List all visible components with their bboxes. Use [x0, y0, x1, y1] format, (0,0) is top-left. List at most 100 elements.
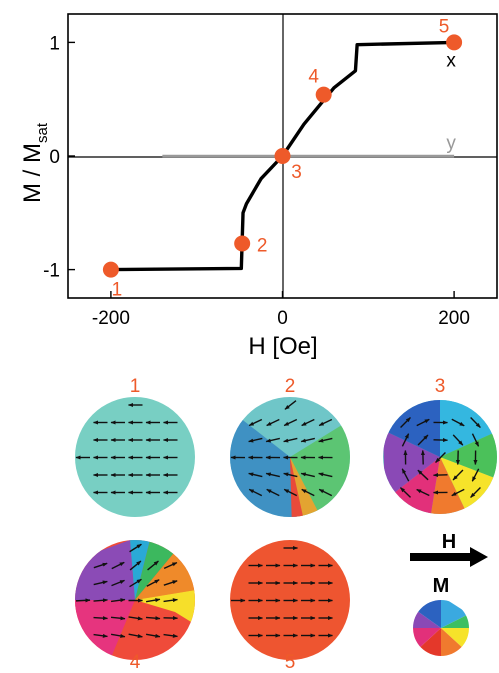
y-tick-label-0: 1 [49, 33, 60, 54]
y-axis-label-main: M / M [19, 143, 46, 203]
panel-3-arrow [400, 417, 411, 428]
panel-4-arrow [111, 579, 125, 587]
y-tick-label-1: 0 [49, 147, 60, 168]
panel-2-arrow [248, 437, 263, 443]
y-axis-label: M / Msat [19, 122, 51, 203]
panel-4-arrow [110, 598, 126, 603]
panel-4-arrow [110, 633, 126, 638]
marker-point-3 [274, 148, 291, 164]
panel-3 [383, 400, 497, 514]
panel-2-arrow [318, 472, 333, 478]
panel-4-arrow [93, 616, 108, 621]
panel-2-arrow [283, 488, 298, 497]
panel-2-arrow [300, 437, 315, 443]
panel-2-arrow [248, 472, 263, 478]
panel-4-arrow [163, 598, 178, 603]
panel-2-arrow [318, 437, 333, 443]
panel-4-arrow [128, 633, 143, 638]
panel-2-arrow [266, 488, 280, 497]
x-tick-label-1: 0 [277, 308, 288, 329]
panel-3-arrow [401, 433, 410, 447]
series-label-x: x [446, 50, 456, 71]
panel-3-arrow [399, 487, 412, 498]
panel-3-arrow [471, 433, 480, 447]
magnetization-label: M [433, 575, 450, 597]
panel-2-arrow [318, 488, 333, 497]
panel-3-arrow [452, 434, 464, 446]
panel-label-5: 5 [285, 652, 296, 673]
marker-point-1 [102, 261, 119, 278]
panel-3-arrow [452, 469, 464, 481]
panel-3-arrow [401, 468, 410, 482]
panel-4-arrow [93, 580, 108, 586]
x-tick-label-0: -200 [92, 308, 130, 329]
field-label: H [442, 531, 456, 553]
panel-4-arrow [93, 633, 108, 638]
color-wheel-icon [413, 600, 469, 656]
panel-2-arrow [300, 472, 315, 478]
panel-3-color-map [383, 400, 497, 514]
panel-3-arrow [471, 468, 480, 482]
panel-4-arrow [129, 578, 142, 588]
panel-3-arrow [416, 488, 430, 497]
panel-label-3: 3 [435, 376, 446, 397]
panel-5 [230, 540, 350, 660]
field-arrow-icon [410, 547, 488, 567]
panel-3-arrow [417, 434, 429, 446]
panel-4-arrow [163, 580, 178, 586]
panel-4-arrows [75, 543, 179, 638]
panel-2-arrow [284, 400, 297, 410]
panel-4-arrow [146, 579, 160, 587]
panel-2-arrow [266, 418, 280, 427]
panel-4-arrow [93, 598, 108, 603]
panel-label-2: 2 [285, 376, 296, 397]
panel-4-arrow [111, 561, 125, 570]
panel-4-arrow [145, 633, 161, 638]
y-axis-label-sub: sat [34, 122, 51, 143]
panel-2-arrow [283, 472, 298, 478]
panel-3-arrow [435, 452, 446, 463]
panel-4-arrow [129, 543, 142, 553]
panel-4-arrow [128, 616, 143, 621]
panel-4-arrow [145, 598, 161, 603]
panel-2-arrow [301, 418, 315, 427]
marker-point-2 [234, 235, 251, 252]
panel-4 [75, 540, 195, 660]
panel-4-arrow [110, 616, 126, 621]
magnetization-panels: 1 2 3 4 5 H M [75, 376, 497, 673]
magnetization-color-wheel: M [413, 575, 469, 656]
panel-label-1: 1 [130, 376, 141, 397]
panel-2-arrow [248, 418, 263, 427]
panel-3-arrow [451, 418, 465, 427]
marker-label-3: 3 [291, 162, 302, 183]
panel-3-arrows [399, 416, 481, 498]
series-label-y: y [446, 133, 456, 154]
panel-1-arrows [75, 402, 178, 495]
panel-2-arrow [283, 418, 298, 427]
panel-4-arrow [93, 562, 108, 569]
panel-4-arrow [163, 633, 178, 638]
marker-point-4 [315, 86, 332, 103]
field-direction-legend: H [410, 531, 488, 567]
panel-2-arrow [265, 472, 280, 478]
panel-3-arrow [416, 418, 430, 427]
panel-2-arrow [318, 418, 333, 427]
hysteresis-chart: x y 1 2 3 4 5 -200 0 200 1 0 -1 H [Oe] M / Msat [19, 13, 498, 360]
panel-4-arrow [163, 561, 178, 570]
panel-4-arrow [75, 598, 91, 603]
marker-label-2: 2 [257, 235, 268, 256]
marker-label-4: 4 [308, 67, 319, 88]
panel-3-arrow [417, 469, 429, 481]
panel-2-arrow [283, 437, 298, 443]
x-axis-label: H [Oe] [248, 333, 317, 360]
panel-4-arrow [145, 616, 161, 621]
panel-3-arrow [451, 488, 465, 497]
panel-2-arrow [265, 437, 280, 443]
x-tick-label-2: 200 [438, 308, 470, 329]
panel-1 [75, 397, 195, 517]
marker-label-1: 1 [112, 280, 123, 301]
panel-5-arrows [231, 545, 334, 638]
panel-2-arrows [230, 400, 333, 497]
panel-3-arrow [470, 487, 481, 498]
